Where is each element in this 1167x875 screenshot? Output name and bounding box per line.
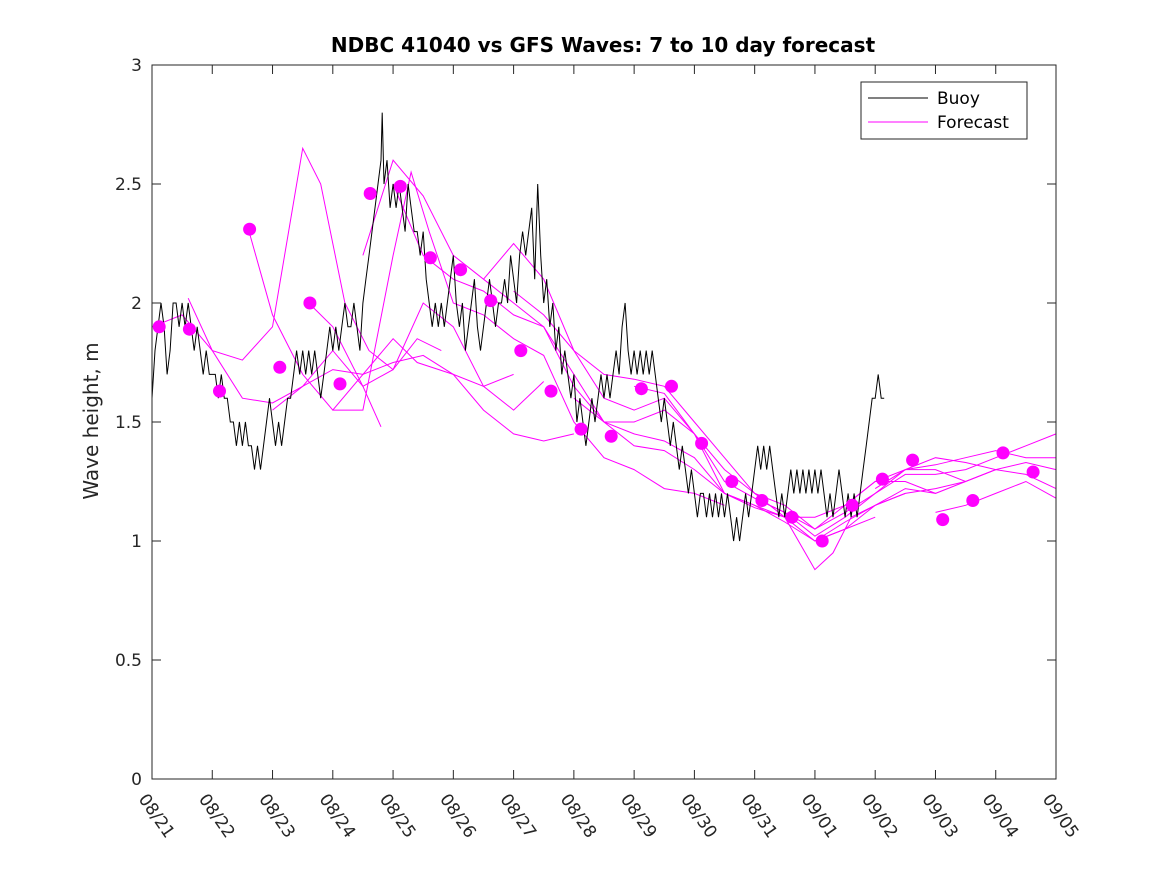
forecast-marker (845, 498, 859, 512)
legend-forecast-label: Forecast (937, 113, 1009, 133)
x-tick-label: 08/31 (737, 790, 781, 842)
x-tick-label: 08/26 (435, 790, 479, 842)
forecast-marker (936, 513, 950, 527)
forecast-marker (966, 494, 980, 507)
x-tick-label: 08/27 (496, 790, 540, 842)
x-tick-label: 08/28 (556, 790, 600, 842)
forecast-marker (423, 251, 437, 265)
forecast-marker (996, 446, 1010, 460)
legend-buoy-label: Buoy (937, 89, 980, 109)
x-tick-label: 08/25 (375, 790, 419, 842)
x-tick-label: 08/29 (616, 790, 660, 842)
forecast-marker (725, 475, 739, 488)
x-tick-label: 08/24 (315, 790, 359, 842)
forecast-marker (182, 322, 196, 336)
forecast-marker (363, 187, 377, 200)
x-tick-label: 09/01 (797, 790, 841, 842)
forecast-marker (152, 320, 166, 334)
y-tick-label: 3 (131, 56, 142, 76)
forecast-marker (484, 294, 498, 308)
forecast-marker (665, 379, 678, 393)
y-tick-label: 2.5 (115, 175, 142, 195)
y-tick-label: 1.5 (115, 413, 142, 433)
forecast-series-line (874, 450, 1056, 490)
forecast-marker (875, 472, 889, 486)
x-tick-label: 08/23 (254, 790, 298, 842)
x-tick-label: 09/04 (978, 790, 1022, 842)
legend: Buoy Forecast (860, 81, 1028, 140)
forecast-marker (906, 453, 920, 467)
forecast-marker (454, 263, 468, 277)
forecast-markers (152, 179, 1040, 548)
y-axis-label: Wave height, m (79, 342, 103, 499)
forecast-marker (273, 360, 287, 374)
forecast-series-line (935, 480, 1057, 513)
forecast-marker (695, 436, 709, 450)
forecast-marker (634, 382, 648, 396)
forecast-series-line (308, 302, 545, 411)
forecast-marker (1026, 465, 1040, 479)
forecast-marker (514, 344, 528, 358)
chart-title: NDBC 41040 vs GFS Waves: 7 to 10 day for… (331, 33, 876, 57)
x-tick-label: 09/02 (857, 790, 901, 842)
forecast-marker (785, 510, 799, 524)
forecast-marker (303, 296, 317, 310)
forecast-series-line (483, 242, 936, 542)
forecast-marker (574, 422, 588, 436)
forecast-marker (755, 494, 769, 507)
forecast-marker (213, 384, 226, 398)
forecast-marker (544, 384, 558, 398)
buoy-series-line (151, 112, 885, 542)
plot-area (151, 65, 1057, 779)
forecast-series-line (187, 146, 442, 371)
y-tick-label: 0 (131, 770, 142, 790)
forecast-marker (393, 179, 407, 193)
forecast-series-line (392, 183, 906, 571)
x-tick-label: 08/30 (676, 790, 720, 842)
forecast-series-line (633, 385, 1057, 530)
forecast-marker (604, 429, 618, 443)
forecast-series-line (272, 354, 575, 442)
x-tick-label: 09/05 (1038, 790, 1082, 842)
x-tick-label: 08/21 (134, 790, 178, 842)
forecast-series-line (247, 229, 514, 411)
y-axis-ticks: 0 0.5 1 1.5 2 2.5 3 (115, 56, 1056, 790)
x-tick-label: 08/22 (194, 790, 238, 842)
x-tick-label: 09/03 (917, 790, 961, 842)
forecast-series-line (814, 469, 1057, 542)
forecast-marker (333, 377, 347, 391)
y-tick-label: 1 (131, 532, 142, 552)
y-tick-label: 2 (131, 294, 142, 314)
forecast-marker (815, 534, 829, 548)
forecast-marker (243, 222, 257, 236)
y-tick-label: 0.5 (115, 651, 142, 671)
buoy-line (151, 112, 885, 542)
legend-box (860, 81, 1028, 140)
forecast-series-line (332, 170, 725, 506)
